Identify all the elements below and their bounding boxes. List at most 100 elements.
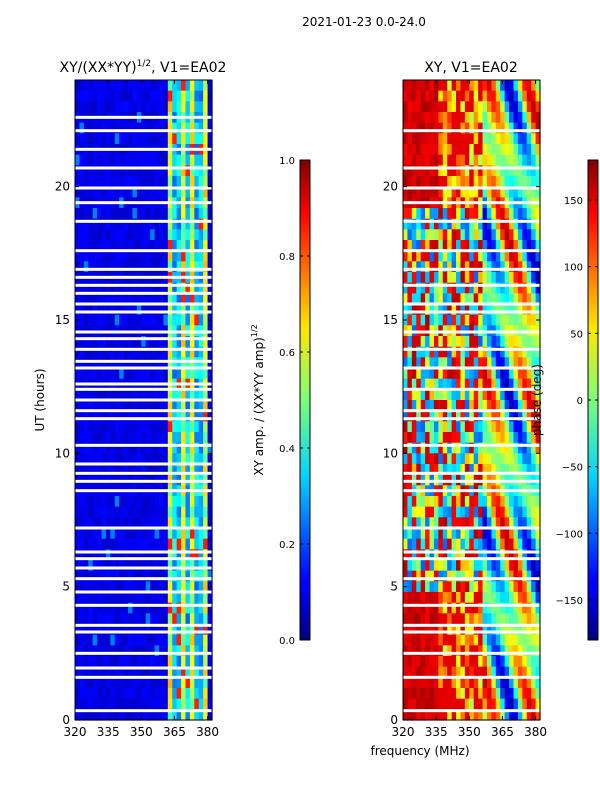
phase-cell	[526, 101, 532, 113]
amplitude-flag-gap	[75, 398, 212, 402]
phase-cell	[411, 336, 417, 348]
amplitude-cell	[189, 634, 195, 646]
amplitude-cell	[101, 656, 107, 668]
phase-cell	[433, 261, 439, 273]
phase-cell	[513, 133, 519, 145]
phase-cell	[513, 101, 519, 113]
phase-cell	[504, 90, 510, 102]
phase-cell	[522, 250, 528, 262]
phase-cell	[456, 144, 462, 156]
phase-cell	[460, 442, 466, 454]
amplitude-cell	[128, 656, 134, 668]
phase-cell	[420, 453, 426, 465]
phase-cell	[522, 645, 528, 657]
phase-cell	[464, 645, 470, 657]
phase-cell	[526, 506, 532, 518]
amplitude-flag-gap	[75, 557, 212, 561]
phase-flag-gap	[403, 219, 540, 223]
amplitude-cell	[132, 517, 138, 529]
phase-cell	[504, 528, 510, 540]
amplitude-cell	[158, 101, 164, 113]
amplitude-cell	[110, 624, 116, 636]
phase-cell	[469, 357, 475, 369]
phase-cell	[486, 154, 492, 166]
phase-cell	[478, 293, 484, 305]
phase-cell	[420, 186, 426, 198]
phase-cell	[433, 453, 439, 465]
amplitude-cell	[172, 240, 178, 252]
phase-cell	[460, 624, 466, 636]
amplitude-cell	[110, 261, 116, 273]
phase-cell	[526, 517, 532, 529]
amplitude-cell	[141, 538, 147, 550]
amplitude-cell	[207, 645, 213, 657]
phase-cell	[438, 293, 444, 305]
phase-cell	[531, 634, 537, 646]
phase-cell	[464, 272, 470, 284]
amplitude-cell	[105, 208, 111, 220]
phase-cell	[513, 90, 519, 102]
phase-cell	[403, 282, 409, 294]
amplitude-cell	[92, 666, 98, 678]
phase-cell	[482, 538, 488, 550]
amplitude-cell	[75, 688, 81, 700]
phase-heatmap-row	[403, 101, 541, 113]
amplitude-cell	[141, 176, 147, 188]
phase-cell	[513, 336, 519, 348]
amplitude-cell	[185, 709, 191, 721]
phase-flag-gap	[403, 201, 540, 205]
phase-cell	[411, 560, 417, 572]
phase-cell	[517, 250, 523, 262]
phase-cell	[438, 581, 444, 593]
phase-cell	[411, 432, 417, 444]
amplitude-cell	[154, 560, 160, 572]
phase-cell	[509, 442, 515, 454]
amplitude-cell	[189, 368, 195, 380]
phase-cell	[478, 464, 484, 476]
amplitude-cell	[128, 336, 134, 348]
phase-cell	[500, 389, 506, 401]
amplitude-cell	[198, 368, 204, 380]
phase-cell	[429, 506, 435, 518]
phase-cell	[416, 613, 422, 625]
amplitude-cell	[198, 464, 204, 476]
phase-cell	[522, 453, 528, 465]
amplitude-cell	[185, 496, 191, 508]
amplitude-cell	[207, 176, 213, 188]
amplitude-cell	[92, 613, 98, 625]
phase-cell	[495, 261, 501, 273]
amplitude-cell	[176, 101, 182, 113]
amplitude-cell	[128, 410, 134, 422]
amplitude-cell	[158, 122, 164, 134]
phase-cell	[513, 154, 519, 166]
amplitude-cell	[88, 240, 94, 252]
phase-flag-gap	[403, 129, 540, 133]
amplitude-flag-gap	[75, 129, 212, 133]
phase-cell	[486, 282, 492, 294]
phase-cell	[517, 122, 523, 134]
amplitude-cell	[75, 624, 81, 636]
phase-cell	[433, 528, 439, 540]
amplitude-cell	[136, 549, 142, 561]
amplitude-cell	[181, 421, 187, 433]
phase-cell	[500, 112, 506, 124]
amplitude-heatmap-row	[75, 666, 213, 678]
amplitude-cell	[150, 698, 156, 710]
phase-cell	[403, 602, 409, 614]
phase-cell	[500, 378, 506, 390]
amplitude-cell	[128, 592, 134, 604]
amplitude-cell	[79, 442, 85, 454]
amplitude-cell	[150, 592, 156, 604]
amplitude-cell	[163, 624, 169, 636]
amplitude-cell	[150, 688, 156, 700]
amplitude-cell	[75, 208, 81, 220]
phase-cell	[456, 218, 462, 230]
phase-cell	[442, 357, 448, 369]
phase-cell	[407, 336, 413, 348]
phase-cell	[504, 240, 510, 252]
amplitude-cell	[158, 506, 164, 518]
phase-cell	[504, 250, 510, 262]
phase-cell	[491, 581, 497, 593]
phase-cell	[495, 165, 501, 177]
phase-cell	[411, 410, 417, 422]
